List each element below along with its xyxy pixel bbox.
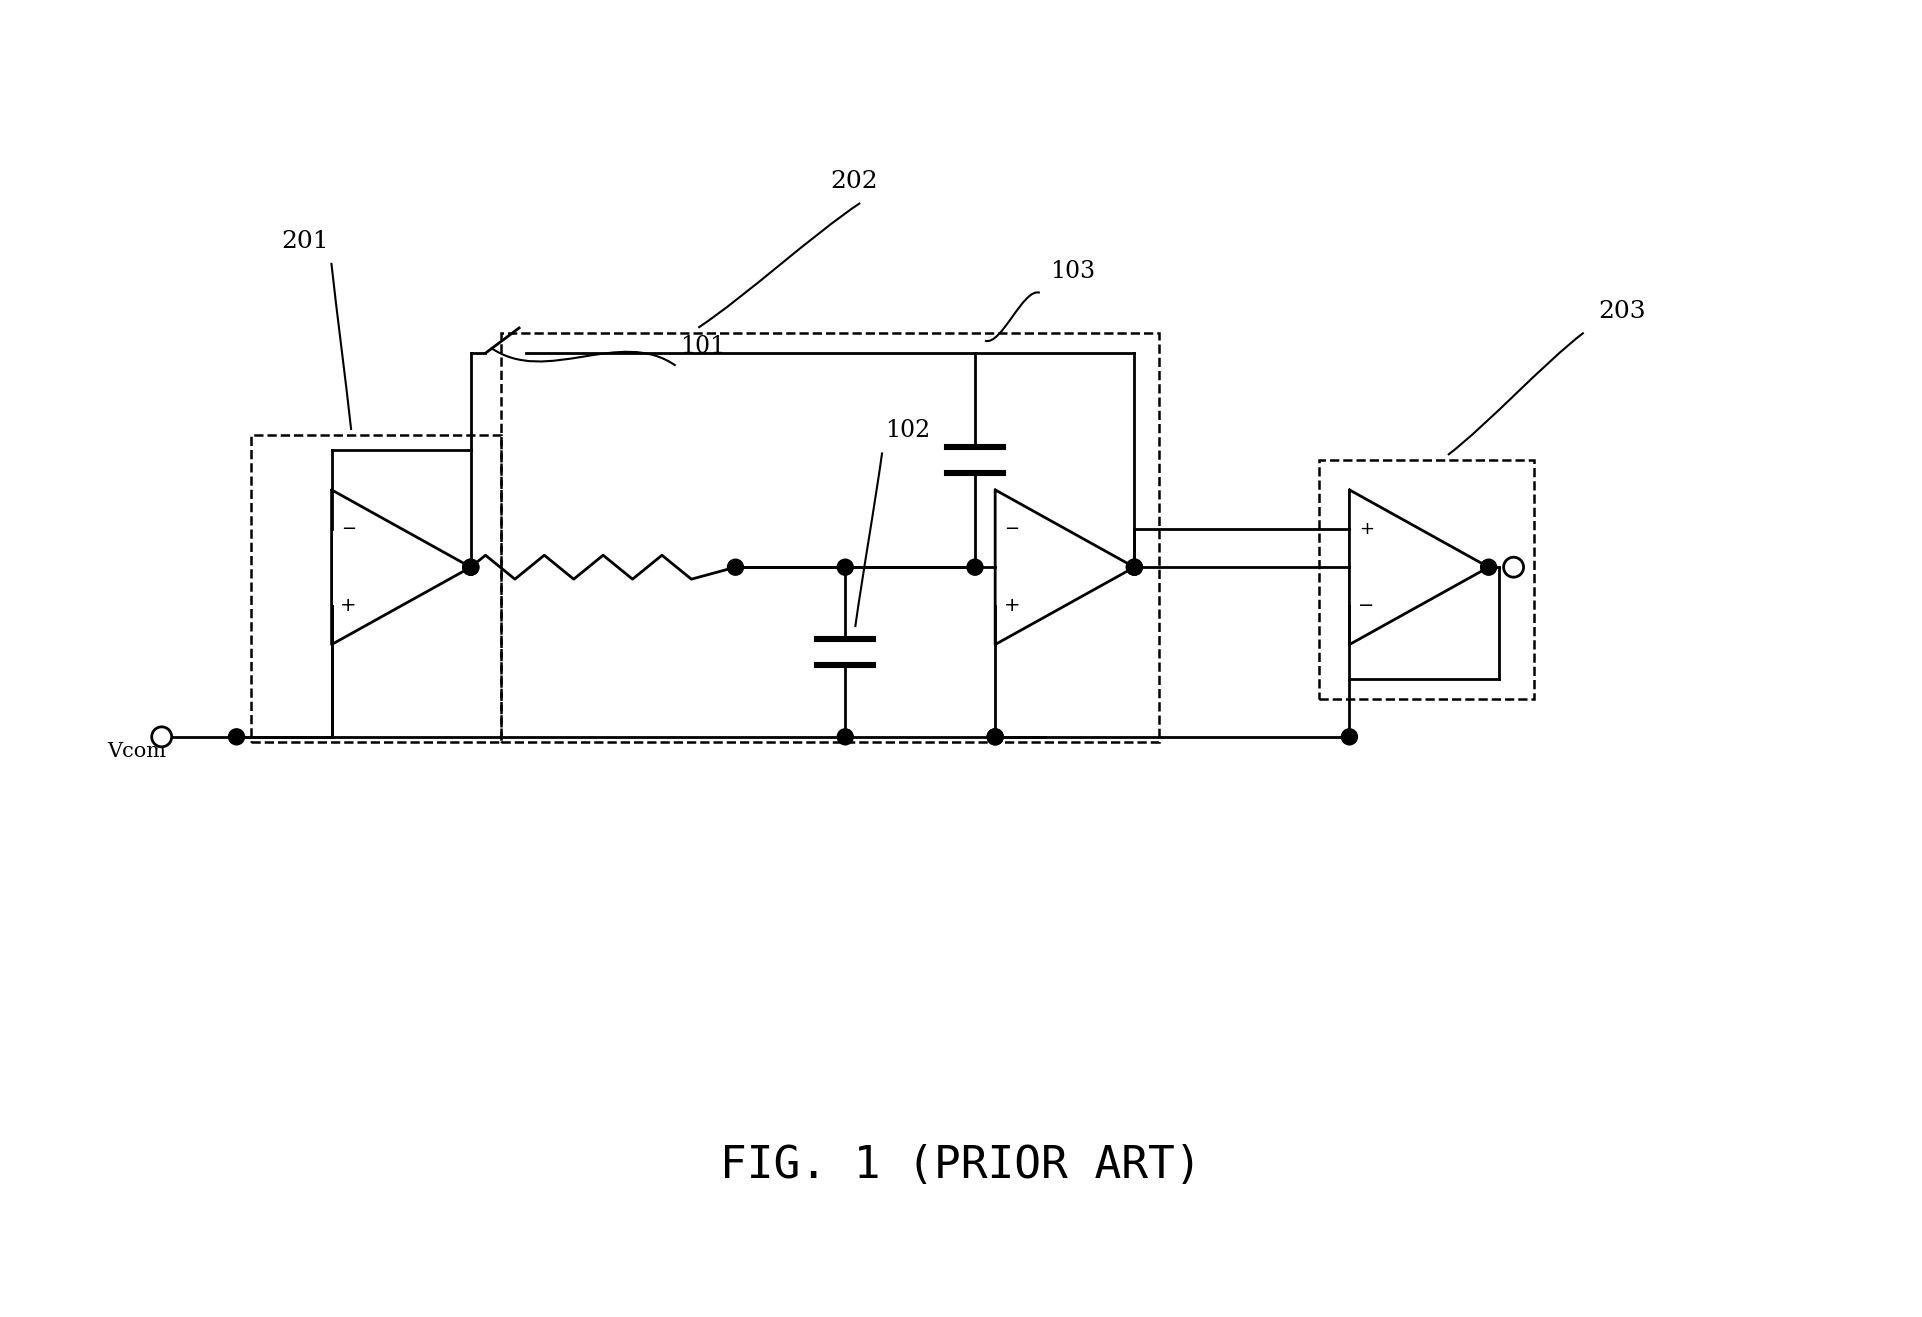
Text: 202: 202 [830, 170, 878, 194]
Text: 103: 103 [1049, 259, 1096, 283]
Text: −: − [340, 519, 356, 537]
Circle shape [1126, 560, 1142, 576]
Text: +: + [340, 597, 357, 615]
Circle shape [838, 728, 853, 745]
Circle shape [838, 560, 853, 576]
Text: −: − [1359, 597, 1374, 615]
Circle shape [988, 728, 1003, 745]
Circle shape [988, 728, 1003, 745]
Text: 201: 201 [281, 230, 329, 253]
Circle shape [1480, 560, 1497, 576]
Circle shape [463, 560, 479, 576]
Text: +: + [1003, 597, 1021, 615]
Text: 203: 203 [1599, 300, 1647, 323]
Text: 101: 101 [680, 335, 727, 358]
Text: 102: 102 [886, 420, 930, 443]
Circle shape [728, 560, 744, 576]
Text: +: + [1359, 519, 1374, 537]
Text: Vcom: Vcom [108, 741, 165, 761]
Text: −: − [1005, 519, 1021, 537]
Circle shape [229, 728, 244, 745]
Circle shape [152, 727, 171, 747]
Circle shape [1342, 728, 1357, 745]
Circle shape [1126, 560, 1142, 576]
Circle shape [1503, 557, 1524, 577]
Circle shape [967, 560, 982, 576]
Circle shape [463, 560, 479, 576]
Text: FIG. 1 (PRIOR ART): FIG. 1 (PRIOR ART) [721, 1144, 1201, 1188]
